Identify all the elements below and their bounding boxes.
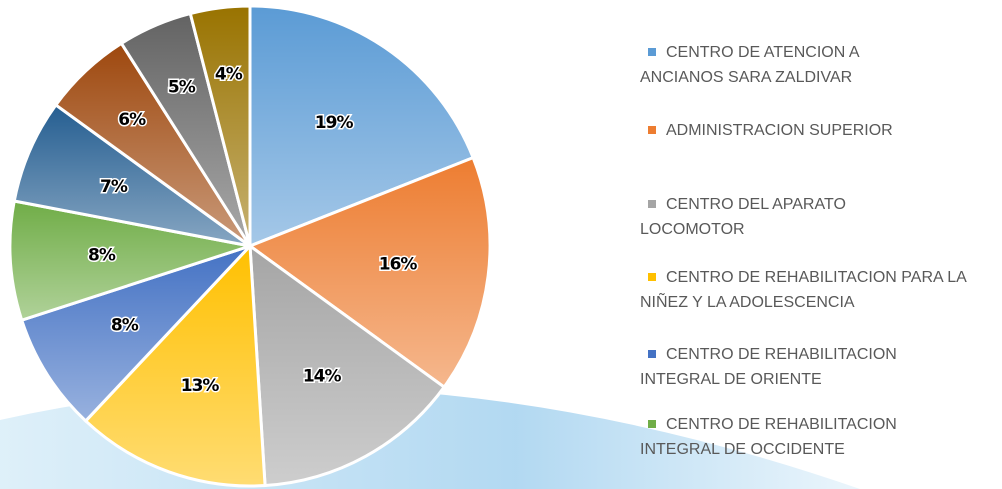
legend-label: ADMINISTRACION SUPERIOR [666,122,893,139]
data-label: 4% [215,65,243,85]
slice-shade [190,6,250,246]
legend-swatch [648,419,656,428]
legend-swatch [648,125,656,134]
legend-swatch [648,47,656,56]
data-label: 5% [168,77,196,97]
data-label: 14% [303,366,342,386]
slice-shade [55,43,250,246]
slice-shade [250,246,445,486]
slice-shade [250,6,474,246]
legend-entry: CENTRO DE REHABILITACION INTEGRAL DE ORI… [640,342,940,392]
legend-label: CENTRO DE REHABILITACION PARA LA NIÑEZ Y… [640,269,966,311]
data-label: 16% [379,255,418,275]
pie: 19% 16% 14% 13% 8% 8% 7% 6% 5% 4% [8,4,492,488]
data-label: 7% [100,177,128,197]
legend-entry: CENTRO DE REHABILITACION PARA LA NIÑEZ Y… [640,265,1000,315]
data-label: 13% [181,376,220,396]
legend-label: CENTRO DE ATENCION A ANCIANOS SARA ZALDI… [640,44,859,86]
legend-label: CENTRO DE REHABILITACION INTEGRAL DE OCC… [640,416,897,458]
data-label: 19% [315,113,354,133]
slice-shade [250,157,491,388]
legend-swatch [648,349,656,358]
data-label: 6% [118,110,146,130]
data-label: 8% [88,245,116,265]
slice-shade [14,104,251,246]
legend-entry: CENTRO DE REHABILITACION INTEGRAL DE OCC… [640,412,940,462]
legend-entry: CENTRO DEL APARATO LOCOMOTOR [640,192,880,242]
legend-swatch [648,199,656,208]
slice-shade [85,246,266,487]
slice-shade [21,246,251,421]
slice-shade [9,201,251,321]
legend-label: CENTRO DEL APARATO LOCOMOTOR [640,196,846,238]
slice-shade [121,13,250,247]
legend-entry: CENTRO DE ATENCION A ANCIANOS SARA ZALDI… [640,40,900,90]
legend-label: CENTRO DE REHABILITACION INTEGRAL DE ORI… [640,346,897,388]
data-label: 8% [111,316,139,336]
legend-swatch [648,272,656,281]
legend-entry: ADMINISTRACION SUPERIOR [640,118,980,143]
